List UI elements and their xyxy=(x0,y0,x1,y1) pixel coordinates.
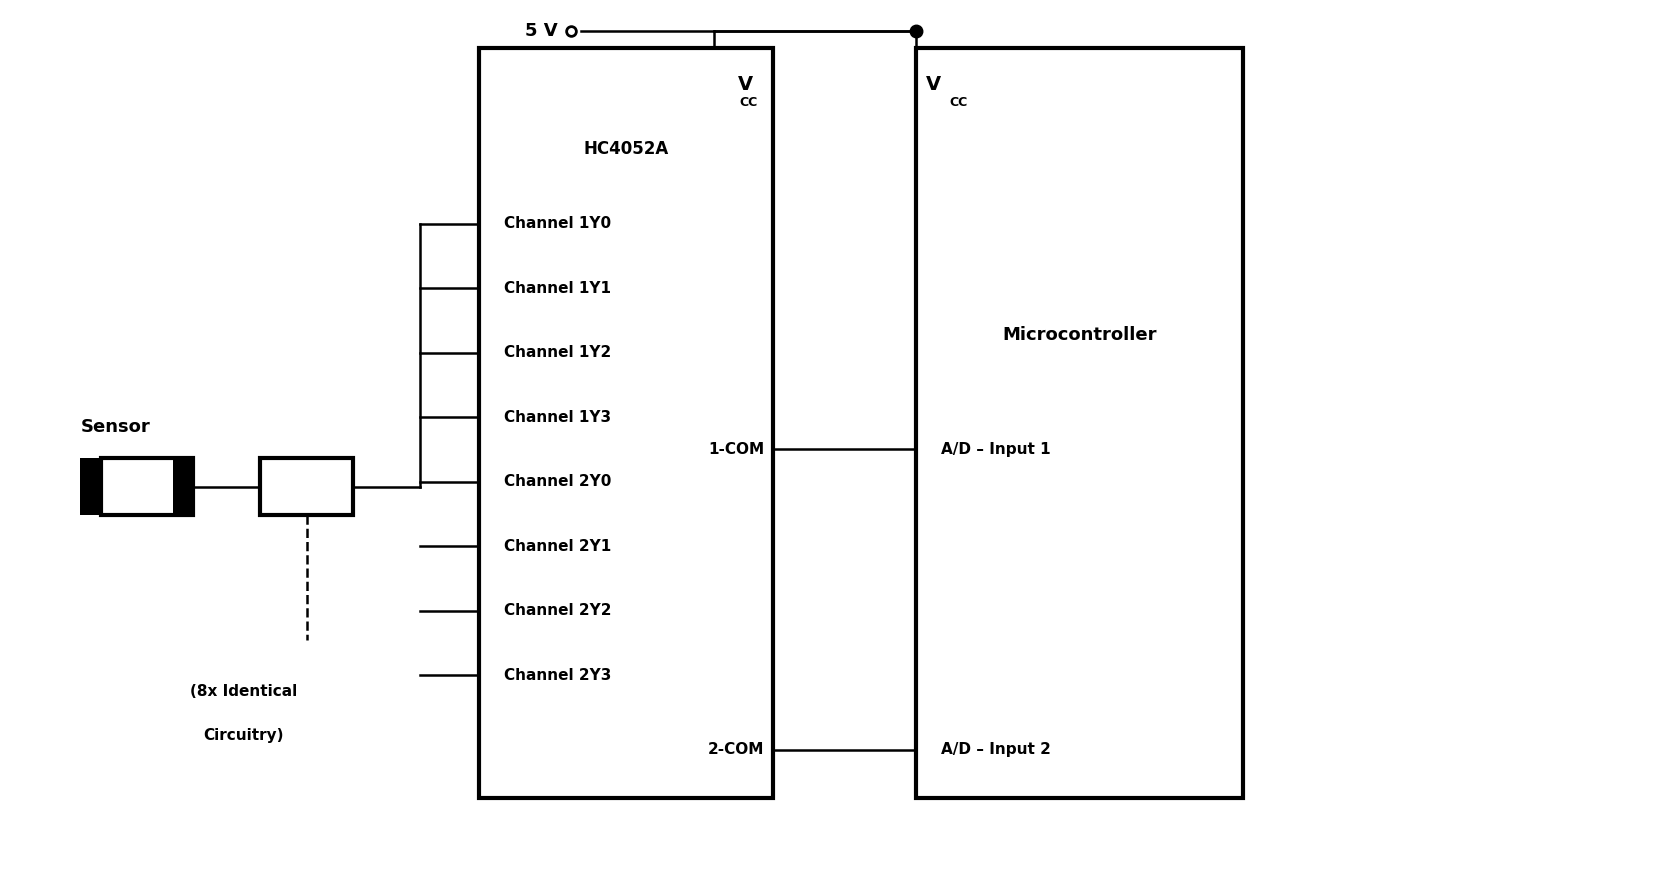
Text: 1-COM: 1-COM xyxy=(709,442,764,457)
Bar xyxy=(260,458,353,516)
Bar xyxy=(916,48,1243,798)
Text: V: V xyxy=(738,75,753,94)
Text: A/D – Input 2: A/D – Input 2 xyxy=(941,742,1050,758)
Text: Channel 1Y0: Channel 1Y0 xyxy=(504,216,612,232)
Text: Channel 1Y3: Channel 1Y3 xyxy=(504,410,612,424)
Text: 2-COM: 2-COM xyxy=(707,742,764,758)
Text: Channel 2Y3: Channel 2Y3 xyxy=(504,667,612,683)
Text: A/D – Input 1: A/D – Input 1 xyxy=(941,442,1050,457)
Text: Channel 2Y2: Channel 2Y2 xyxy=(504,603,612,618)
Text: 5 V: 5 V xyxy=(526,22,558,39)
Text: Channel 2Y1: Channel 2Y1 xyxy=(504,538,612,553)
Bar xyxy=(479,48,773,798)
Text: Microcontroller: Microcontroller xyxy=(1003,326,1156,345)
Text: Channel 2Y0: Channel 2Y0 xyxy=(504,474,612,489)
Text: CC: CC xyxy=(739,96,758,110)
Text: Sensor: Sensor xyxy=(81,418,150,436)
Text: V: V xyxy=(926,75,941,94)
Text: HC4052A: HC4052A xyxy=(583,140,669,159)
Bar xyxy=(81,458,101,516)
Text: Circuitry): Circuitry) xyxy=(203,728,284,743)
Bar xyxy=(101,458,193,516)
Text: Channel 1Y1: Channel 1Y1 xyxy=(504,281,612,296)
Text: Channel 1Y2: Channel 1Y2 xyxy=(504,346,612,360)
Text: CC: CC xyxy=(949,96,968,110)
Bar xyxy=(173,458,193,516)
Text: (8x Identical: (8x Identical xyxy=(190,684,297,699)
